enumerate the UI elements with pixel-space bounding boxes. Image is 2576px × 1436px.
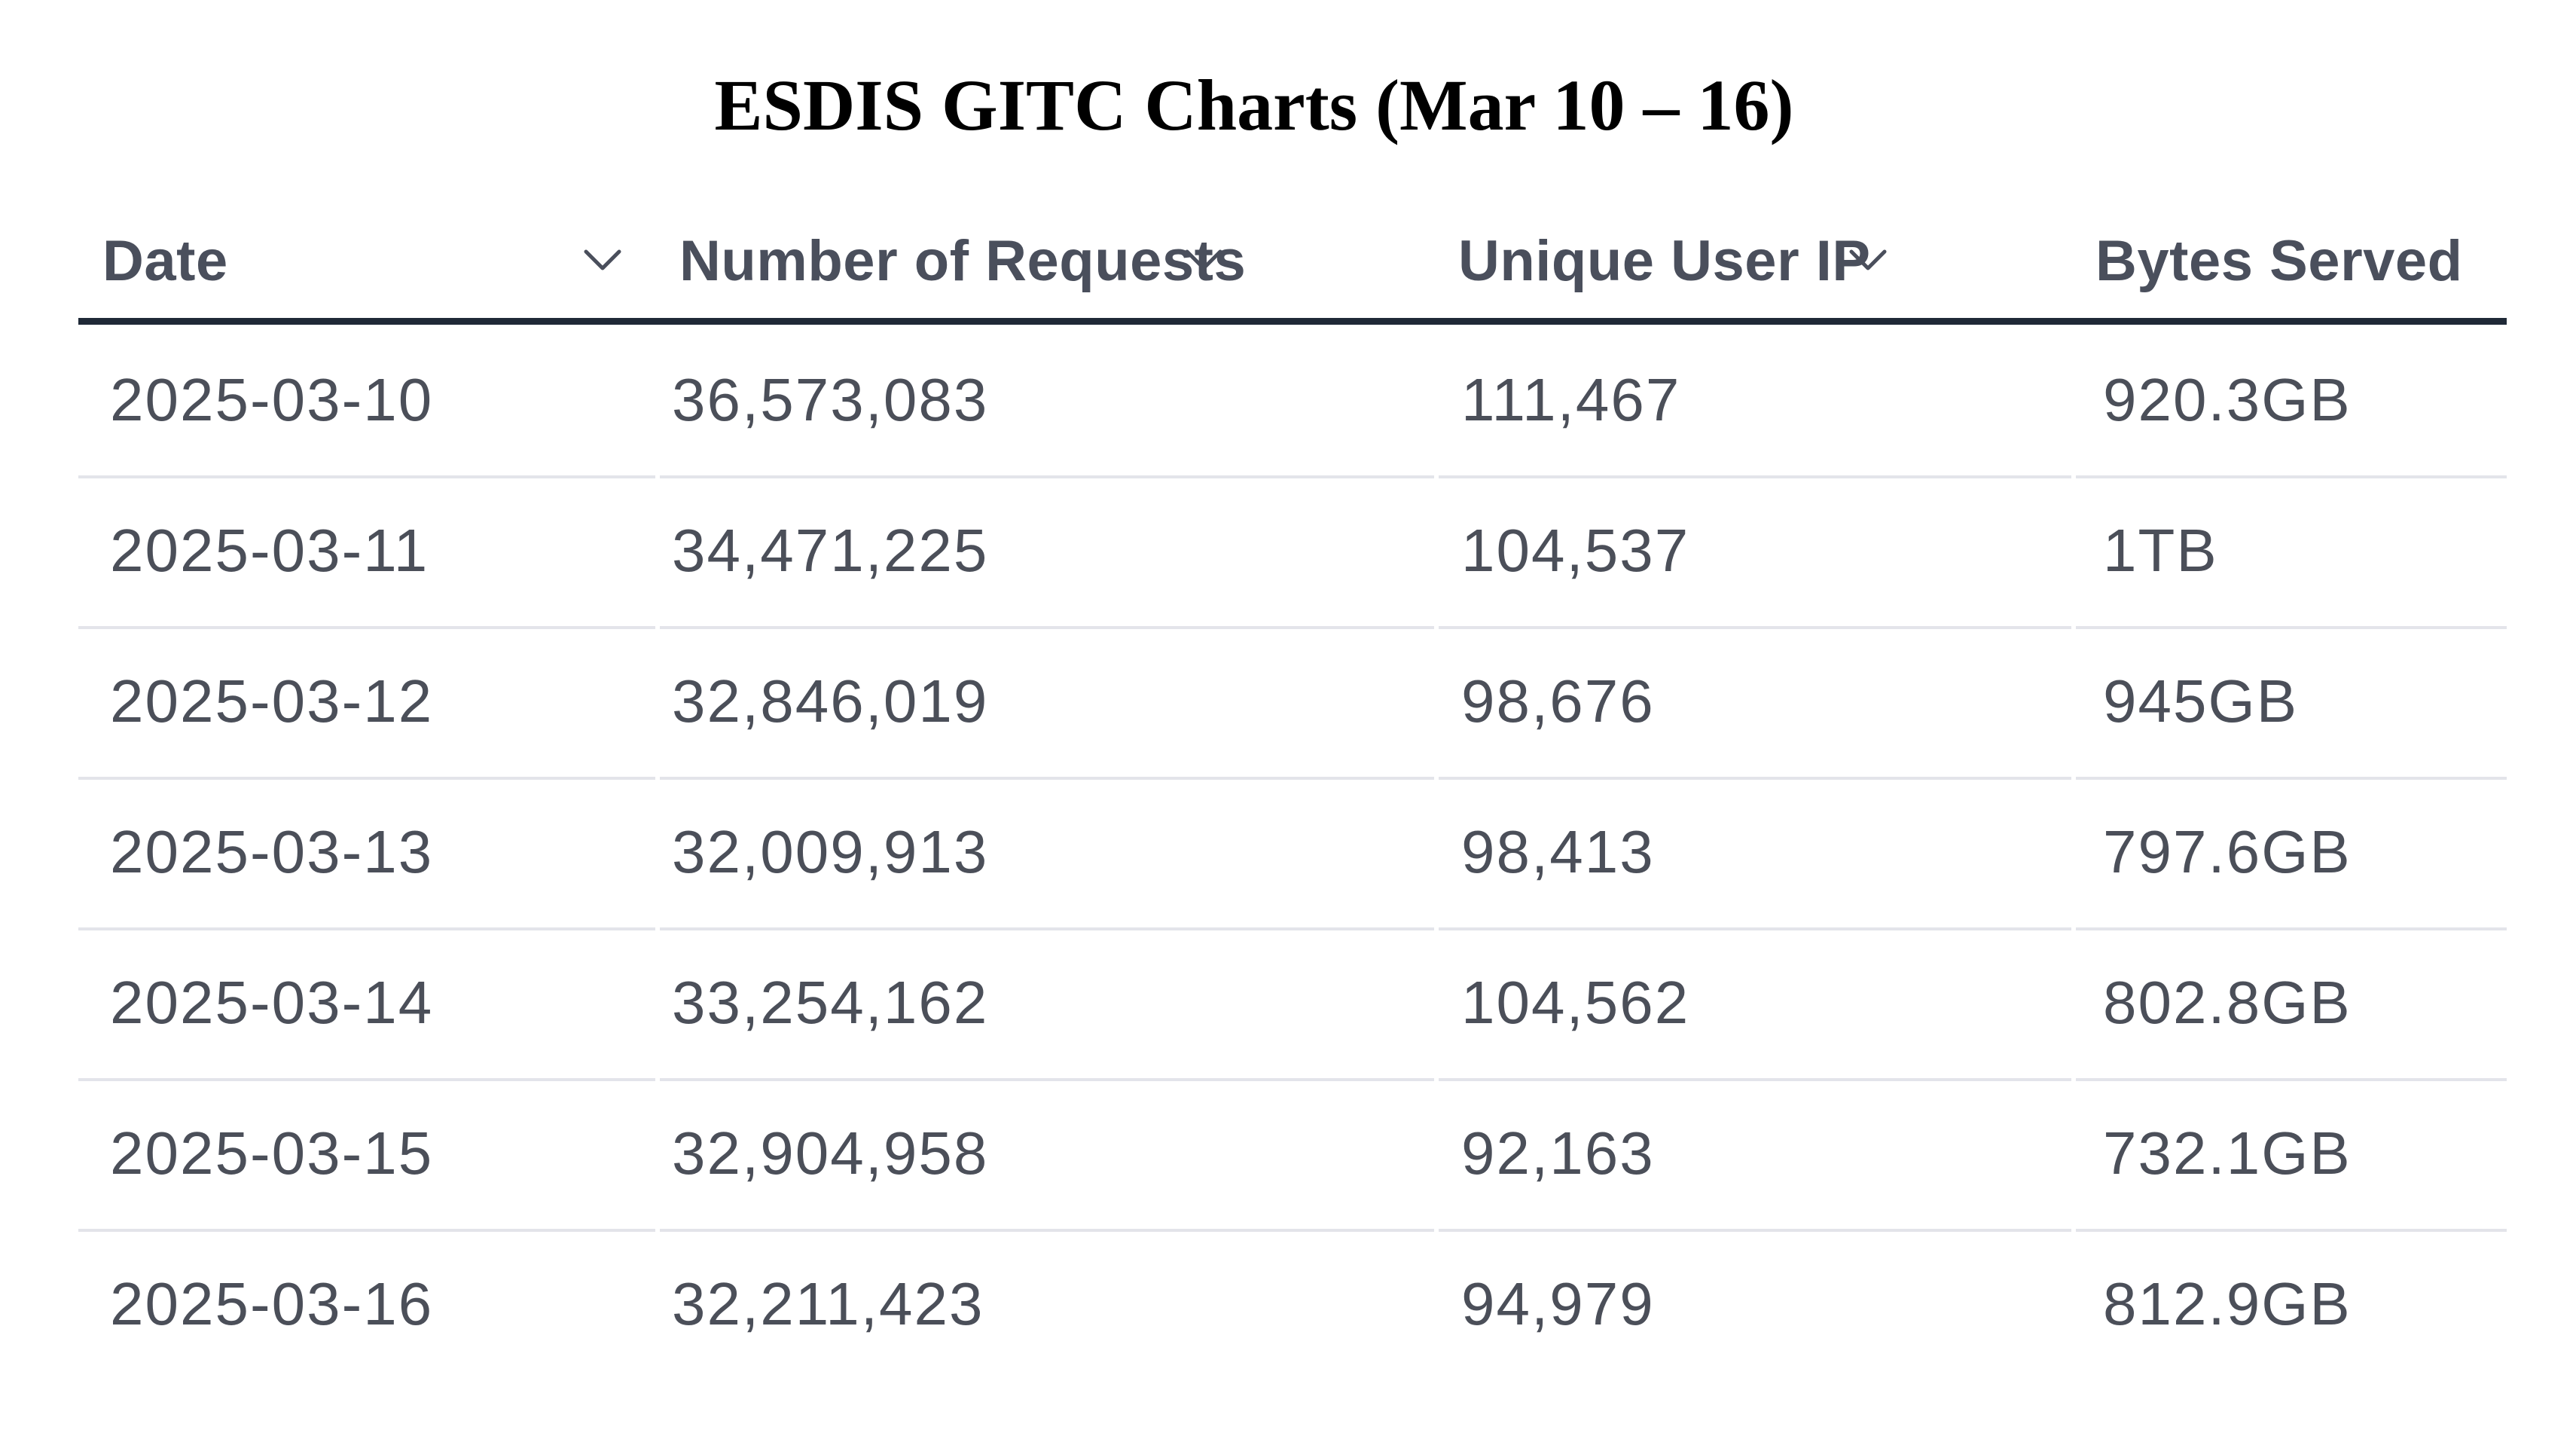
- column-header-unique-user-ip[interactable]: Unique User IP: [1434, 203, 2071, 318]
- table-cell: 104,562: [1434, 927, 2071, 1081]
- table-row: 2025-03-11 34,471,225 104,537 1TB: [78, 475, 2507, 629]
- table-cell: 2025-03-14: [78, 927, 655, 1081]
- date-cell: 2025-03-15: [78, 1078, 655, 1232]
- unique-ip-cell: 98,676: [1439, 626, 2071, 780]
- bytes-served-cell: 1TB: [2076, 475, 2507, 629]
- table-cell: 36,573,083: [655, 325, 1434, 478]
- table-cell: 732.1GB: [2071, 1078, 2507, 1232]
- unique-ip-cell: 104,562: [1439, 927, 2071, 1081]
- table-cell: 32,009,913: [655, 777, 1434, 930]
- table-cell: 1TB: [2071, 475, 2507, 629]
- table-cell: 34,471,225: [655, 475, 1434, 629]
- table-cell: 32,846,019: [655, 626, 1434, 780]
- table-cell: 945GB: [2071, 626, 2507, 780]
- unique-ip-cell: 111,467: [1439, 325, 2071, 478]
- table-cell: 104,537: [1434, 475, 2071, 629]
- table-row: 2025-03-13 32,009,913 98,413 797.6GB: [78, 777, 2507, 930]
- unique-ip-cell: 104,537: [1439, 475, 2071, 629]
- column-header-label: Number of Requests: [679, 228, 1247, 293]
- table-cell: 920.3GB: [2071, 325, 2507, 478]
- table-cell: 2025-03-10: [78, 325, 655, 478]
- requests-cell: 36,573,083: [660, 325, 1434, 478]
- column-header-number-of-requests[interactable]: Number of Requests: [655, 203, 1434, 318]
- table-cell: 2025-03-12: [78, 626, 655, 780]
- date-cell: 2025-03-12: [78, 626, 655, 780]
- requests-cell: 32,211,423: [672, 1270, 984, 1337]
- date-cell: 2025-03-14: [78, 927, 655, 1081]
- column-header-label: Date: [102, 228, 228, 293]
- date-cell: 2025-03-16: [110, 1270, 434, 1337]
- requests-cell: 32,009,913: [660, 777, 1434, 930]
- bytes-served-cell: 945GB: [2076, 626, 2507, 780]
- column-header-label: Bytes Served: [2095, 228, 2463, 293]
- table-cell: 32,211,423: [655, 1229, 1434, 1379]
- chevron-down-icon[interactable]: [1847, 246, 1889, 276]
- requests-cell: 34,471,225: [660, 475, 1434, 629]
- stats-table: Date Number of Requests Unique User IP B…: [78, 203, 2507, 1379]
- requests-cell: 32,846,019: [660, 626, 1434, 780]
- table-row: 2025-03-12 32,846,019 98,676 945GB: [78, 626, 2507, 780]
- table-cell: 98,413: [1434, 777, 2071, 930]
- table-row: 2025-03-16 32,211,423 94,979 812.9GB: [78, 1229, 2507, 1379]
- date-cell: 2025-03-11: [78, 475, 655, 629]
- table-cell: 812.9GB: [2071, 1229, 2507, 1379]
- table-cell: 2025-03-13: [78, 777, 655, 930]
- table-cell: 111,467: [1434, 325, 2071, 478]
- page-title: ESDIS GITC Charts (Mar 10 – 16): [714, 65, 1794, 145]
- date-cell: 2025-03-13: [78, 777, 655, 930]
- bytes-served-cell: 732.1GB: [2076, 1078, 2507, 1232]
- table-cell: 797.6GB: [2071, 777, 2507, 930]
- table-cell: 33,254,162: [655, 927, 1434, 1081]
- table-row: 2025-03-15 32,904,958 92,163 732.1GB: [78, 1078, 2507, 1232]
- chevron-down-icon[interactable]: [581, 246, 624, 276]
- unique-ip-cell: 92,163: [1439, 1078, 2071, 1232]
- unique-ip-cell: 98,413: [1439, 777, 2071, 930]
- bytes-served-cell: 797.6GB: [2076, 777, 2507, 930]
- table-body: 2025-03-10 36,573,083 111,467 920.3GB 2025-0…: [78, 325, 2507, 1379]
- table-cell: 32,904,958: [655, 1078, 1434, 1232]
- column-header-label: Unique User IP: [1458, 228, 1871, 293]
- table-cell: 802.8GB: [2071, 927, 2507, 1081]
- chevron-down-icon[interactable]: [1183, 246, 1225, 276]
- table-row: 2025-03-14 33,254,162 104,562 802.8GB: [78, 927, 2507, 1081]
- table-header-row: Date Number of Requests Unique User IP B…: [78, 203, 2507, 325]
- table-cell: 92,163: [1434, 1078, 2071, 1232]
- unique-ip-cell: 94,979: [1461, 1270, 1655, 1337]
- bytes-served-cell: 812.9GB: [2103, 1270, 2352, 1337]
- requests-cell: 33,254,162: [660, 927, 1434, 1081]
- table-cell: 2025-03-15: [78, 1078, 655, 1232]
- table-cell: 2025-03-11: [78, 475, 655, 629]
- bytes-served-cell: 802.8GB: [2076, 927, 2507, 1081]
- table-cell: 98,676: [1434, 626, 2071, 780]
- date-cell: 2025-03-10: [78, 325, 655, 478]
- column-header-bytes-served[interactable]: Bytes Served: [2071, 203, 2507, 318]
- table-row: 2025-03-10 36,573,083 111,467 920.3GB: [78, 325, 2507, 478]
- requests-cell: 32,904,958: [660, 1078, 1434, 1232]
- table-cell: 94,979: [1434, 1229, 2071, 1379]
- column-header-date[interactable]: Date: [78, 203, 655, 318]
- bytes-served-cell: 920.3GB: [2076, 325, 2507, 478]
- table-cell: 2025-03-16: [78, 1229, 655, 1379]
